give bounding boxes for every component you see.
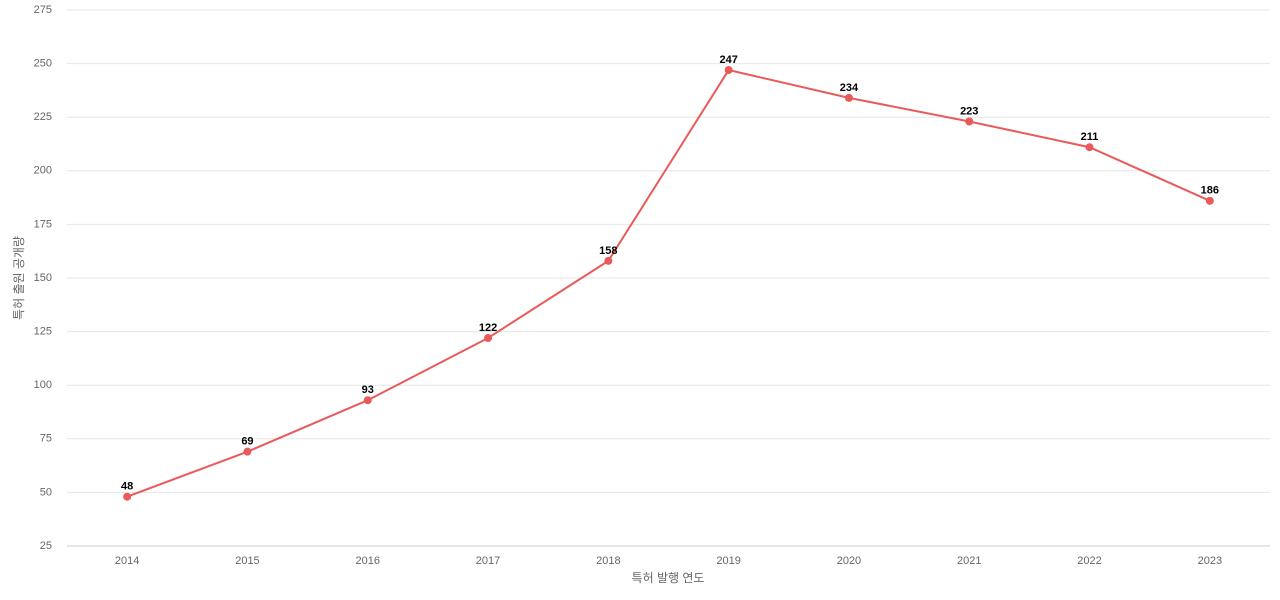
- x-tick-label: 2017: [476, 555, 500, 567]
- point: [243, 447, 252, 456]
- point: [123, 492, 132, 501]
- point: [604, 256, 613, 265]
- value-label: 48: [121, 481, 133, 493]
- x-tick-label: 2016: [356, 555, 380, 567]
- value-label: 158: [599, 245, 617, 257]
- x-tick-label: 2023: [1198, 555, 1222, 567]
- y-tick-label: 150: [34, 272, 52, 284]
- y-tick-label: 250: [34, 58, 52, 70]
- value-label: 223: [960, 105, 978, 117]
- x-tick-label: 2015: [235, 555, 259, 567]
- value-label: 93: [362, 384, 374, 396]
- y-tick-label: 225: [34, 111, 52, 123]
- point: [965, 117, 974, 126]
- value-label: 186: [1201, 185, 1219, 197]
- y-tick-label: 25: [40, 540, 52, 552]
- y-tick-label: 50: [40, 486, 52, 498]
- x-tick-label: 2022: [1077, 555, 1101, 567]
- point: [484, 334, 493, 343]
- x-tick-label: 2014: [115, 555, 139, 567]
- y-tick-label: 125: [34, 326, 52, 338]
- y-tick-label: 175: [34, 218, 52, 230]
- x-tick-label: 2021: [957, 555, 981, 567]
- point: [1205, 196, 1214, 205]
- point: [1085, 143, 1094, 152]
- y-tick-label: 200: [34, 165, 52, 177]
- value-label: 122: [479, 322, 497, 334]
- value-label: 247: [719, 54, 737, 66]
- point: [844, 93, 853, 102]
- value-label: 69: [241, 436, 253, 448]
- y-tick-label: 275: [34, 4, 52, 16]
- y-axis-title: 특허 출원 공개량: [12, 236, 26, 320]
- value-label: 234: [840, 82, 859, 94]
- x-axis-title: 특허 발행 연도: [632, 570, 705, 585]
- x-tick-label: 2018: [596, 555, 620, 567]
- value-label: 211: [1081, 131, 1099, 143]
- y-tick-label: 100: [34, 379, 52, 391]
- point: [363, 396, 372, 405]
- x-tick-label: 2019: [716, 555, 740, 567]
- line: [126, 68, 1211, 498]
- y-tick-label: 75: [40, 433, 52, 445]
- point: [724, 66, 733, 75]
- x-tick-label: 2020: [837, 555, 861, 567]
